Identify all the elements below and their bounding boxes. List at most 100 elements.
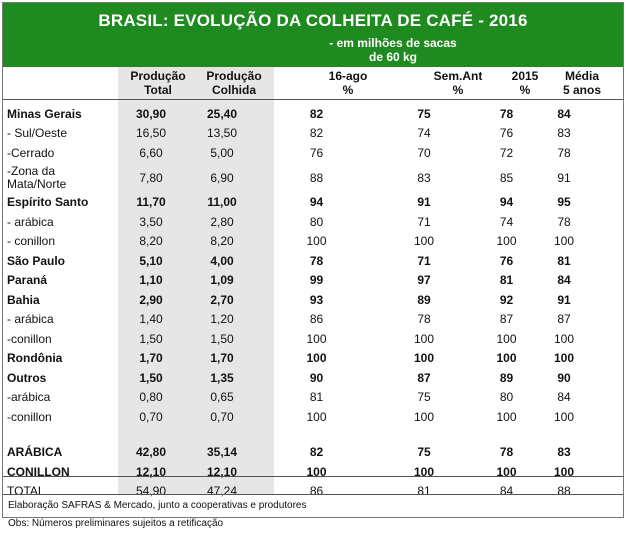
table-row: - arábica 1,40 1,20 86 78 87 87 — [3, 310, 594, 330]
table-cell: 78 — [557, 214, 571, 229]
table-cell: 100 — [306, 331, 327, 346]
table-cell: 87 — [417, 370, 431, 385]
table-cell: 90 — [309, 370, 324, 385]
table-cell: 74 — [499, 214, 514, 229]
table-cell: 1,09 — [210, 273, 234, 288]
table-cell: 30,90 — [135, 106, 167, 121]
table-cell: 92 — [499, 292, 514, 307]
table-cell: 100 — [496, 234, 517, 249]
table-cell: 13,50 — [206, 126, 238, 141]
row-label: Rondônia — [7, 351, 63, 366]
table-cell: 100 — [553, 234, 575, 249]
row-label: - arábica — [7, 214, 54, 229]
row-label: CONILLON — [7, 464, 70, 479]
table-cell: 86 — [309, 484, 324, 499]
table-row: -Zona da Mata/Norte 7,80 6,90 88 83 85 91 — [3, 163, 594, 193]
table-row: Paraná 1,10 1,09 99 97 81 84 — [3, 271, 594, 291]
table-cell: 1,50 — [139, 331, 163, 346]
table-cell: 84 — [557, 390, 571, 405]
table-cell: 25,40 — [206, 106, 238, 121]
table-cell: 91 — [417, 195, 431, 210]
table-cell: 85 — [499, 170, 514, 185]
table-cell: 78 — [499, 106, 514, 121]
table-cell: 11,00 — [207, 195, 237, 210]
row-label: Minas Gerais — [7, 106, 82, 121]
table-cell: 8,20 — [139, 234, 163, 249]
table-cell: 8,20 — [210, 234, 234, 249]
table-cell: 2,80 — [210, 214, 234, 229]
table-cell: 71 — [417, 214, 431, 229]
table-cell: 0,80 — [139, 390, 163, 405]
table-cell: 91 — [557, 170, 571, 185]
table-cell: 100 — [496, 409, 517, 424]
table-row: CONILLON 12,10 12,10 100 100 100 100 — [3, 462, 594, 482]
table-cell: 2,70 — [210, 292, 234, 307]
table-cell: 89 — [417, 292, 431, 307]
table-cell: 74 — [417, 126, 431, 141]
table-cell: 78 — [557, 145, 571, 160]
table-row: Rondônia 1,70 1,70 100 100 100 100 — [3, 349, 594, 369]
title-banner: BRASIL: EVOLUÇÃO DA COLHEITA DE CAFÉ - 2… — [3, 3, 623, 67]
table-cell: 100 — [413, 409, 435, 424]
harvest-table: Minas Gerais 30,90 25,40 82 75 78 84 - Sul/Oes… — [3, 104, 594, 501]
table-cell: 100 — [413, 234, 435, 249]
table-subtitle-line-2: de 60 kg — [368, 50, 418, 64]
table-cell: 88 — [309, 170, 324, 185]
table-row: - conillon 8,20 8,20 100 100 100 100 — [3, 232, 594, 252]
table-cell: 100 — [306, 464, 327, 479]
table-cell: 12,10 — [135, 464, 167, 479]
table-cell: 75 — [417, 445, 431, 460]
table-cell: 72 — [499, 145, 514, 160]
table-cell: 54,90 — [135, 484, 167, 499]
row-label: - arábica — [7, 312, 54, 327]
table-cell: 80 — [499, 390, 514, 405]
row-label: TOTAL — [7, 484, 45, 499]
table-cell: 3,50 — [139, 214, 163, 229]
table-cell: 100 — [496, 351, 517, 366]
table-row: -conillon 0,70 0,70 100 100 100 100 — [3, 407, 594, 427]
table-cell: 89 — [499, 370, 514, 385]
disclaimer-note: Obs: Números preliminares sujeitos a ret… — [8, 518, 224, 529]
table-cell: 94 — [499, 195, 514, 210]
table-cell: 95 — [557, 195, 571, 210]
table-cell: 87 — [499, 312, 514, 327]
row-label: Bahia — [7, 292, 40, 307]
table-cell: 100 — [413, 331, 435, 346]
table-cell: 82 — [309, 106, 324, 121]
table-cell: 78 — [309, 253, 324, 268]
table-cell: 88 — [557, 484, 571, 499]
table-cell: 47,24 — [206, 484, 238, 499]
row-label: São Paulo — [7, 253, 66, 268]
table-cell: 0,70 — [139, 409, 163, 424]
table-cell: 6,60 — [139, 145, 163, 160]
table-frame — [2, 2, 624, 518]
header-divider — [3, 99, 623, 100]
header-producao-total: Produção Total — [130, 69, 186, 97]
table-cell: 83 — [557, 445, 571, 460]
table-row: - arábica 3,50 2,80 80 71 74 78 — [3, 212, 594, 232]
bottom-divider — [3, 494, 623, 495]
table-cell: 81 — [309, 390, 324, 405]
table-row: São Paulo 5,10 4,00 78 71 76 81 — [3, 251, 594, 271]
table-cell: 99 — [309, 273, 324, 288]
row-label: -conillon — [7, 331, 52, 346]
table-cell: 100 — [553, 331, 575, 346]
table-cell: 90 — [557, 370, 571, 385]
table-cell: 93 — [309, 292, 324, 307]
row-label: Paraná — [7, 273, 48, 288]
table-cell: 42,80 — [135, 445, 167, 460]
production-columns-shading — [118, 67, 274, 494]
table-cell: 0,65 — [210, 390, 234, 405]
table-row: Outros 1,50 1,35 90 87 89 90 — [3, 368, 594, 388]
table-cell: 84 — [499, 484, 514, 499]
table-cell: 1,50 — [139, 370, 163, 385]
table-cell: 100 — [553, 351, 575, 366]
table-cell: 100 — [306, 234, 327, 249]
spacer-row — [3, 427, 594, 443]
table-cell: 100 — [413, 464, 435, 479]
table-cell: 100 — [413, 351, 435, 366]
table-cell: 76 — [499, 126, 514, 141]
table-cell: 91 — [557, 292, 571, 307]
header-16-ago: 16-ago% — [328, 69, 368, 97]
table-cell: 84 — [557, 273, 571, 288]
